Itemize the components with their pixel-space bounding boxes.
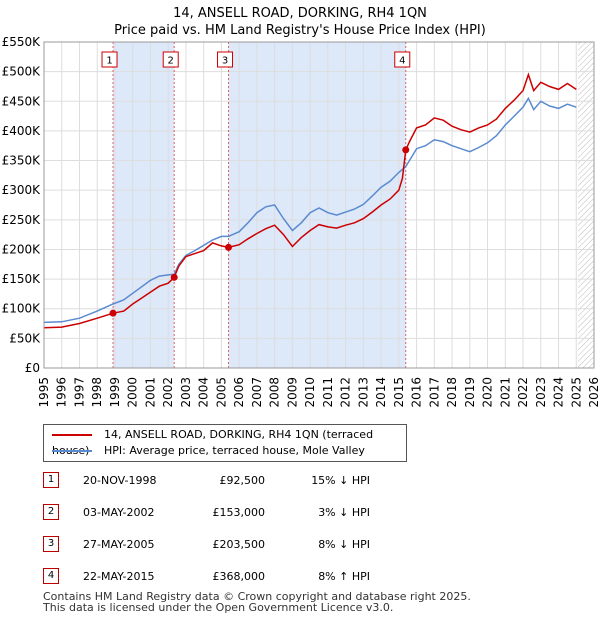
y-tick-label: £350K (2, 154, 42, 168)
x-tick-label: 2001 (143, 377, 157, 408)
x-tick-label: 2012 (339, 377, 353, 408)
y-tick-label: £150K (2, 272, 42, 286)
sale-number-label: 2 (168, 56, 174, 67)
sale-number-badge: 1 (43, 472, 59, 488)
forecast-hatch (578, 42, 594, 368)
sale-number-label: 4 (399, 56, 405, 67)
x-tick-label: 2024 (552, 377, 566, 408)
x-tick-label: 2009 (285, 377, 299, 408)
legend-item-hpi: HPI: Average price, terraced house, Mole… (52, 443, 365, 459)
sale-number-badge: 2 (43, 504, 59, 520)
footer-notice: Contains HM Land Registry data © Crown c… (43, 591, 471, 613)
sale-price: £153,000 (212, 506, 266, 519)
sale-hpi-diff: 8% ↑ HPI (318, 570, 370, 583)
sale-number-box (101, 51, 118, 68)
sale-row: 1 20-NOV-1998 £92,500 15% ↓ HPI (43, 472, 463, 488)
sale-hpi-diff: 8% ↓ HPI (318, 538, 370, 551)
plot-border (43, 41, 595, 369)
x-tick-label: 1996 (55, 377, 69, 408)
sale-price: £368,000 (212, 570, 266, 583)
sale-number-box (217, 51, 234, 68)
x-tick-label: 2016 (410, 377, 424, 408)
y-tick-label: £250K (2, 213, 42, 227)
x-tick-label: 2018 (445, 377, 459, 408)
y-tick-label: £200K (2, 242, 42, 256)
price-chart: 1 2 3 4 £0 £50K £100K £150K £200K £250K £300K £350K… (2, 35, 600, 408)
sale-number-box (162, 51, 179, 68)
legend-label-property: 14, ANSELL ROAD, DORKING, RH4 1QN (terra… (52, 428, 374, 457)
x-tick-label: 2002 (161, 377, 175, 408)
legend-swatch-hpi (52, 450, 92, 452)
sale-price: £203,500 (212, 538, 266, 551)
x-tick-label: 2006 (232, 377, 246, 408)
x-tick-label: 1999 (108, 377, 122, 408)
hpi-line (44, 96, 577, 324)
chart-legend: 14, ANSELL ROAD, DORKING, RH4 1QN (terra… (43, 424, 407, 462)
x-tick-label: 2005 (214, 377, 228, 408)
legend-label-hpi: HPI: Average price, terraced house, Mole… (104, 444, 365, 457)
x-tick-label: 2026 (587, 377, 600, 408)
x-tick-label: 1998 (90, 377, 104, 408)
x-tick-label: 2011 (321, 377, 335, 408)
y-tick-label: £500K (2, 65, 42, 79)
x-tick-label: 2019 (463, 377, 477, 408)
x-tick-label: 2008 (268, 377, 282, 408)
sale-row: 2 03-MAY-2002 £153,000 3% ↓ HPI (43, 504, 463, 520)
sale-hpi-diff: 15% ↓ HPI (311, 474, 370, 487)
x-tick-label: 2020 (481, 377, 495, 408)
shaded-period (228, 42, 406, 368)
x-tick-label: 2010 (303, 377, 317, 408)
y-tick-label: £0 (25, 361, 40, 375)
x-tick-label: 2007 (250, 377, 264, 408)
sale-date: 20-NOV-1998 (83, 474, 157, 487)
chart-title-line1: 14, ANSELL ROAD, DORKING, RH4 1QN (173, 6, 427, 21)
y-tick-label: £100K (2, 302, 42, 316)
chart-title: 14, ANSELL ROAD, DORKING, RH4 1QN Price … (0, 5, 600, 39)
y-tick-label: £400K (2, 124, 42, 138)
x-tick-label: 2025 (569, 377, 583, 408)
sale-date: 27-MAY-2005 (83, 538, 155, 551)
shaded-period (113, 42, 175, 368)
y-tick-label: £300K (2, 183, 42, 197)
sale-point (225, 243, 233, 251)
x-tick-label: 2015 (392, 377, 406, 408)
y-tick-label: £550K (2, 35, 42, 49)
sale-number-badge: 3 (43, 536, 59, 552)
x-tick-label: 2021 (498, 377, 512, 408)
x-tick-label: 2017 (427, 377, 441, 408)
footer-line2: This data is licensed under the Open Gov… (43, 601, 394, 614)
legend-swatch-property (52, 434, 92, 436)
sale-number-label: 1 (106, 56, 112, 67)
sale-point (402, 146, 410, 154)
footer-line1: Contains HM Land Registry data © Crown c… (43, 590, 471, 603)
sale-point (170, 273, 178, 281)
y-tick-label: £450K (2, 94, 42, 108)
x-tick-label: 2003 (179, 377, 193, 408)
property-price-line (44, 72, 577, 329)
x-tick-label: 2022 (516, 377, 530, 408)
sale-price: £92,500 (219, 474, 266, 487)
x-tick-label: 2023 (534, 377, 548, 408)
sale-hpi-diff: 3% ↓ HPI (318, 506, 370, 519)
x-tick-label: 2014 (374, 377, 388, 408)
sale-date: 03-MAY-2002 (83, 506, 155, 519)
sale-number-badge: 4 (43, 568, 59, 584)
x-tick-label: 2000 (126, 377, 140, 408)
x-tick-label: 2004 (197, 377, 211, 408)
sale-row: 3 27-MAY-2005 £203,500 8% ↓ HPI (43, 536, 463, 552)
legend-item-property: 14, ANSELL ROAD, DORKING, RH4 1QN (terra… (52, 427, 406, 457)
x-tick-label: 1997 (72, 377, 86, 408)
sale-row: 4 22-MAY-2015 £368,000 8% ↑ HPI (43, 568, 463, 584)
x-tick-label: 1995 (37, 377, 51, 408)
y-tick-label: £50K (9, 331, 41, 345)
chart-title-line2: Price paid vs. HM Land Registry's House … (114, 23, 486, 38)
sale-date: 22-MAY-2015 (83, 570, 155, 583)
sale-point (109, 309, 117, 317)
sale-number-box (394, 51, 411, 68)
sale-number-label: 3 (222, 56, 228, 67)
x-tick-label: 2013 (356, 377, 370, 408)
